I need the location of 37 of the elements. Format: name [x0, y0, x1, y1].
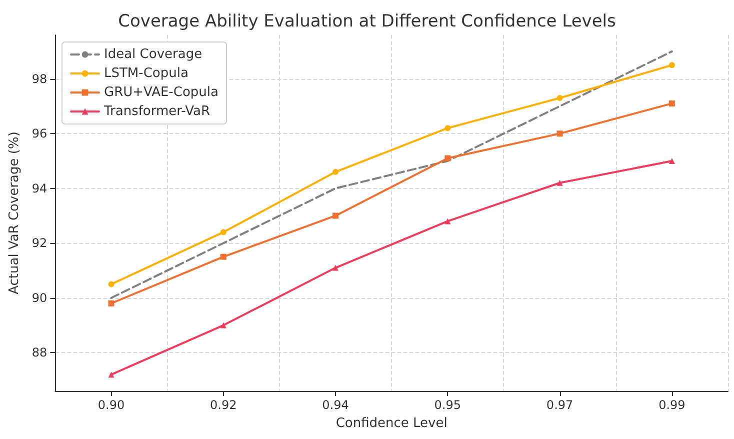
- point: [108, 372, 114, 378]
- point: [220, 229, 226, 236]
- point: [556, 94, 563, 101]
- x-tick-label: 0.92: [210, 398, 237, 412]
- point: [108, 281, 114, 288]
- x-axis-title: Confidence Level: [336, 416, 448, 431]
- point: [220, 254, 226, 260]
- legend-label: Transformer-VaR: [103, 104, 210, 119]
- point: [668, 62, 675, 68]
- x-tick-label: 0.97: [546, 398, 574, 412]
- point: [332, 168, 339, 175]
- point: [668, 100, 675, 106]
- point: [556, 130, 563, 137]
- point: [556, 180, 563, 186]
- point: [444, 125, 451, 132]
- x-tick-label: 0.95: [434, 398, 462, 412]
- y-axis-title: Actual VaR Coverage (%): [7, 132, 22, 294]
- point: [332, 212, 339, 219]
- x-tick-label: 0.94: [322, 398, 349, 412]
- y-tick-label: 98: [32, 72, 48, 86]
- x-tick-label: 0.90: [98, 398, 125, 412]
- point: [220, 322, 226, 328]
- y-tick-label: 94: [32, 181, 48, 196]
- legend-label: LSTM-Copula: [104, 66, 188, 81]
- point: [332, 264, 339, 271]
- y-tick-label: 88: [32, 346, 48, 360]
- point: [668, 158, 675, 164]
- y-tick-label: 90: [32, 290, 48, 305]
- point: [444, 218, 451, 224]
- legend-label: Ideal Coverage: [104, 47, 202, 62]
- y-tick-label: 96: [32, 126, 48, 141]
- x-tick-label: 0.99: [658, 398, 686, 412]
- y-tick-label: 92: [32, 236, 48, 250]
- chart-title: Coverage Ability Evaluation at Different Confidence Levels: [118, 12, 616, 32]
- point: [108, 300, 114, 306]
- legend-label: GRU+VAE-Copula: [104, 85, 218, 100]
- point: [444, 155, 451, 162]
